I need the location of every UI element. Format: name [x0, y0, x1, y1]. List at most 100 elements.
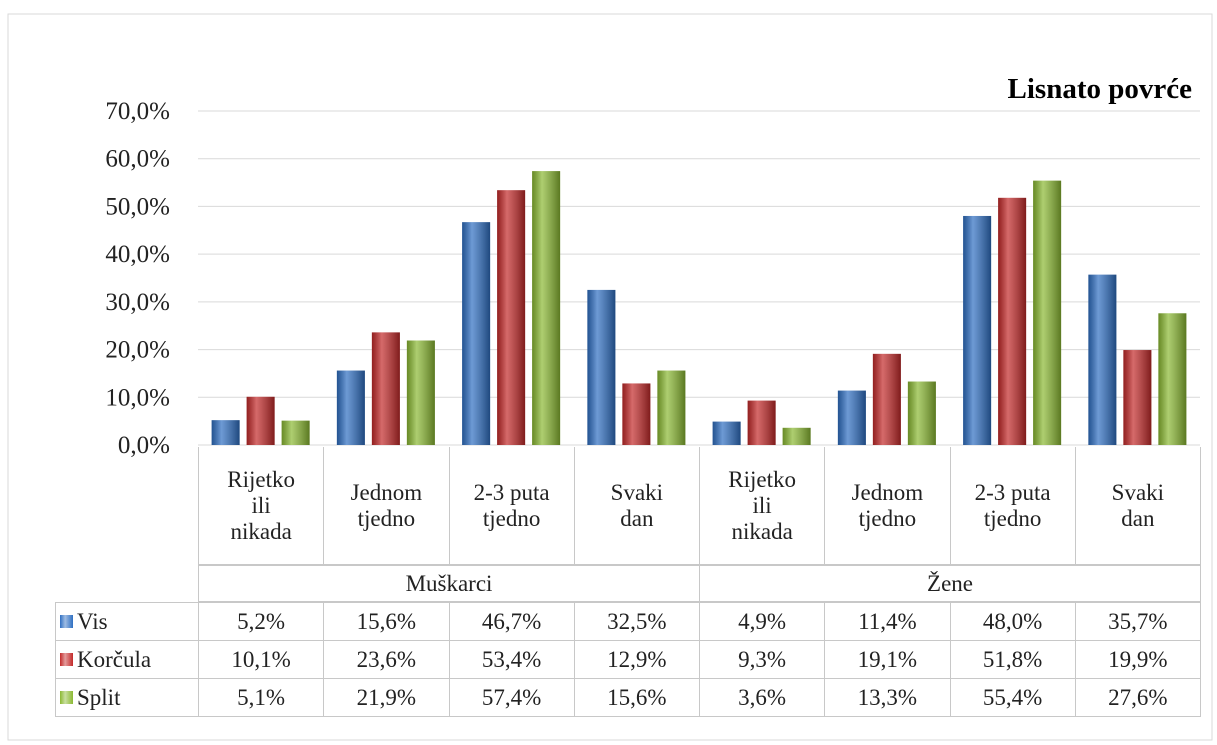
chart-title: Lisnato povrće — [1008, 73, 1193, 105]
table-value: 13,3% — [824, 678, 951, 717]
table-value: 10,1% — [198, 640, 325, 679]
chart-frame — [7, 13, 1213, 741]
table-value-text: 4,9% — [738, 608, 787, 634]
bar-shade — [336, 370, 365, 445]
x-tick-label: Rijetko ili nikada — [699, 447, 826, 565]
table-value-text: 15,6% — [607, 684, 667, 710]
x-tick-label-text: Rijetko ili nikada — [728, 466, 796, 544]
bar-shade — [211, 420, 240, 445]
y-tick-label: 0,0% — [118, 432, 170, 459]
bar-shade — [462, 222, 491, 445]
legend-text: Vis — [77, 608, 108, 634]
y-tick-label: 50,0% — [105, 193, 170, 220]
bar-shade — [281, 420, 310, 445]
y-tick-label: 30,0% — [105, 289, 170, 316]
table-value: 5,1% — [198, 678, 325, 717]
x-tick-label: Jednom tjedno — [824, 447, 951, 565]
bar-shade — [622, 383, 651, 445]
bar-shade — [747, 400, 776, 445]
y-tick-label: 70,0% — [105, 98, 170, 125]
legend-text: Korčula — [77, 646, 152, 672]
table-value-text: 32,5% — [607, 608, 667, 634]
table-value-text: 21,9% — [356, 684, 417, 710]
bar-shade — [587, 289, 616, 445]
table-value: 46,7% — [448, 602, 575, 641]
table-value: 15,6% — [323, 602, 450, 641]
bar-shade — [406, 340, 435, 445]
bar-shade — [371, 332, 400, 445]
legend-entry: Split — [55, 678, 199, 717]
table-value: 51,8% — [949, 640, 1076, 679]
table-value: 4,9% — [699, 602, 826, 641]
table-value: 19,1% — [824, 640, 951, 679]
table-value-text: 11,4% — [858, 608, 917, 634]
group-label-text: Muškarci — [405, 570, 493, 596]
x-tick-label-text: Rijetko ili nikada — [227, 466, 295, 544]
bar-shade — [782, 427, 811, 445]
x-tick-label: 2-3 puta tjedno — [448, 447, 575, 565]
bar-shade — [1123, 350, 1152, 445]
table-value: 35,7% — [1074, 602, 1201, 641]
bar-shade — [657, 370, 686, 445]
legend-entry: Korčula — [55, 640, 199, 679]
table-value-text: 19,9% — [1108, 646, 1168, 672]
table-value-text: 5,2% — [237, 608, 286, 634]
x-tick-label: 2-3 puta tjedno — [949, 447, 1076, 565]
x-tick-label-text: Svaki dan — [1111, 479, 1165, 531]
bar-shade — [497, 190, 526, 445]
bar-shade — [1088, 274, 1117, 445]
bar-shade — [1033, 180, 1062, 446]
x-tick-label-text: Jednom tjedno — [851, 479, 924, 531]
table-value-text: 10,1% — [231, 646, 291, 672]
table-value: 19,9% — [1074, 640, 1201, 679]
x-tick-label-text: 2-3 puta tjedno — [974, 479, 1051, 531]
table-value: 5,2% — [198, 602, 325, 641]
legend-key — [60, 615, 73, 628]
table-value-text: 55,4% — [982, 684, 1043, 710]
y-tick-label: 10,0% — [105, 384, 170, 411]
table-value-text: 3,6% — [738, 684, 787, 710]
table-value-text: 23,6% — [356, 646, 417, 672]
x-tick-label-text: 2-3 puta tjedno — [473, 479, 550, 531]
bar-shade — [872, 353, 901, 445]
group-label: Žene — [699, 565, 1201, 602]
legend-entry: Vis — [55, 602, 199, 641]
table-value-text: 19,1% — [857, 646, 918, 672]
table-value: 48,0% — [949, 602, 1076, 641]
table-value-text: 46,7% — [481, 608, 542, 634]
bar-shade — [963, 215, 992, 445]
bar-shade — [837, 390, 866, 445]
bar-shade — [907, 381, 936, 445]
x-tick-label: Svaki dan — [573, 447, 700, 565]
table-value-text: 12,9% — [607, 646, 667, 672]
table-value-text: 51,8% — [982, 646, 1043, 672]
x-tick-label-text: Svaki dan — [610, 479, 664, 531]
table-value: 57,4% — [448, 678, 575, 717]
y-tick-label: 40,0% — [105, 241, 170, 268]
bar-shade — [532, 171, 561, 445]
x-tick-label: Svaki dan — [1074, 447, 1201, 565]
table-value-text: 27,6% — [1108, 684, 1168, 710]
table-value: 15,6% — [573, 678, 700, 717]
legend-key — [60, 653, 73, 666]
table-value: 27,6% — [1074, 678, 1201, 717]
table-value: 23,6% — [323, 640, 450, 679]
table-value: 21,9% — [323, 678, 450, 717]
x-tick-label-text: Jednom tjedno — [350, 479, 423, 531]
table-value: 55,4% — [949, 678, 1076, 717]
table-value-text: 53,4% — [481, 646, 542, 672]
y-tick-label: 60,0% — [105, 146, 170, 173]
x-tick-label: Jednom tjedno — [323, 447, 450, 565]
bar-shade — [998, 197, 1027, 445]
table-value-text: 13,3% — [857, 684, 918, 710]
table-value-text: 57,4% — [481, 684, 542, 710]
table-value-text: 48,0% — [982, 608, 1043, 634]
table-value-text: 9,3% — [738, 646, 787, 672]
table-value-text: 15,6% — [356, 608, 417, 634]
x-tick-label: Rijetko ili nikada — [198, 447, 325, 565]
bar-shade — [246, 396, 275, 445]
table-value: 32,5% — [573, 602, 700, 641]
bar-shade — [1158, 313, 1187, 445]
